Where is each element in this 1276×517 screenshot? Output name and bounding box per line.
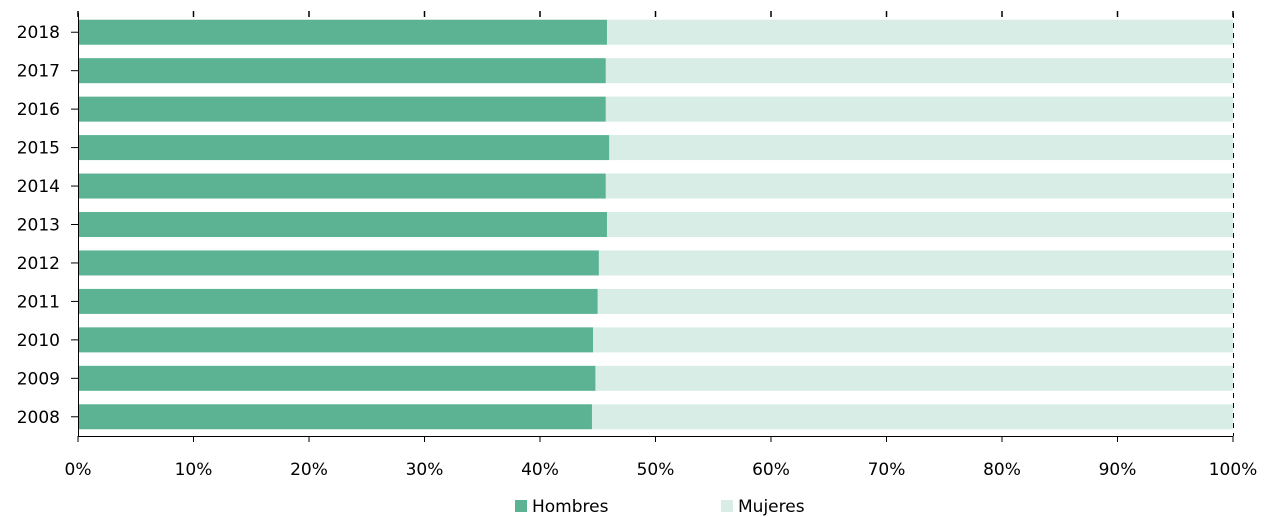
x-tick-label: 90%: [1099, 460, 1137, 480]
y-tick-label: 2013: [17, 216, 60, 236]
legend-label-mujeres: Mujeres: [738, 497, 805, 517]
bar-hombres-2010: [78, 327, 594, 353]
bar-mujeres-2011: [597, 288, 1233, 314]
x-axis: 0% 10% 20% 30% 40% 50% 60% 70% 80% 90% 100%: [65, 11, 1258, 480]
bar-mujeres-2008: [591, 404, 1233, 430]
y-tick-label: 2010: [17, 331, 60, 351]
bar-mujeres-2017: [605, 58, 1233, 84]
x-tick-label: 20%: [290, 460, 328, 480]
bar-hombres-2012: [78, 250, 599, 276]
bar-mujeres-2009: [595, 365, 1233, 391]
bar-mujeres-2012: [598, 250, 1233, 276]
bar-mujeres-2015: [609, 135, 1233, 161]
y-axis: 2018 2017 2016 2015 2014 2013 2012 2011 2010 2009…: [17, 13, 79, 436]
bar-hombres-2011: [78, 288, 598, 314]
bar-mujeres-2010: [593, 327, 1233, 353]
bar-mujeres-2013: [606, 212, 1233, 237]
y-tick-label: 2011: [17, 292, 60, 312]
bar-hombres-2017: [78, 58, 606, 84]
x-tick-label: 10%: [175, 460, 213, 480]
y-tick-label: 2014: [17, 177, 60, 197]
bar-hombres-2008: [78, 404, 592, 430]
y-tick-label: 2016: [17, 100, 60, 120]
bars-group: [78, 19, 1233, 430]
x-tick-label: 60%: [752, 460, 790, 480]
y-tick-label: 2015: [17, 139, 60, 159]
legend-swatch-hombres: [515, 500, 527, 512]
bar-mujeres-2016: [605, 96, 1233, 122]
x-tick-label: 0%: [65, 460, 92, 480]
y-tick-label: 2018: [17, 23, 60, 43]
x-tick-label: 30%: [406, 460, 444, 480]
y-tick-label: 2009: [17, 369, 60, 389]
x-tick-label: 70%: [868, 460, 906, 480]
bar-hombres-2009: [78, 365, 596, 391]
y-tick-label: 2017: [17, 62, 60, 82]
bar-hombres-2018: [78, 19, 607, 45]
y-tick-label: 2012: [17, 254, 60, 274]
legend-label-hombres: Hombres: [532, 497, 609, 517]
bar-mujeres-2018: [606, 19, 1233, 45]
bar-hombres-2013: [78, 212, 607, 237]
legend: Hombres Mujeres: [515, 497, 805, 517]
bar-hombres-2014: [78, 173, 606, 199]
x-tick-label: 50%: [637, 460, 675, 480]
bar-hombres-2016: [78, 96, 606, 122]
legend-swatch-mujeres: [721, 500, 733, 512]
x-tick-label: 80%: [983, 460, 1021, 480]
x-tick-label: 40%: [521, 460, 559, 480]
y-tick-label: 2008: [17, 408, 60, 428]
x-tick-label: 100%: [1209, 460, 1258, 480]
bar-mujeres-2014: [605, 173, 1233, 199]
bar-hombres-2015: [78, 135, 610, 161]
